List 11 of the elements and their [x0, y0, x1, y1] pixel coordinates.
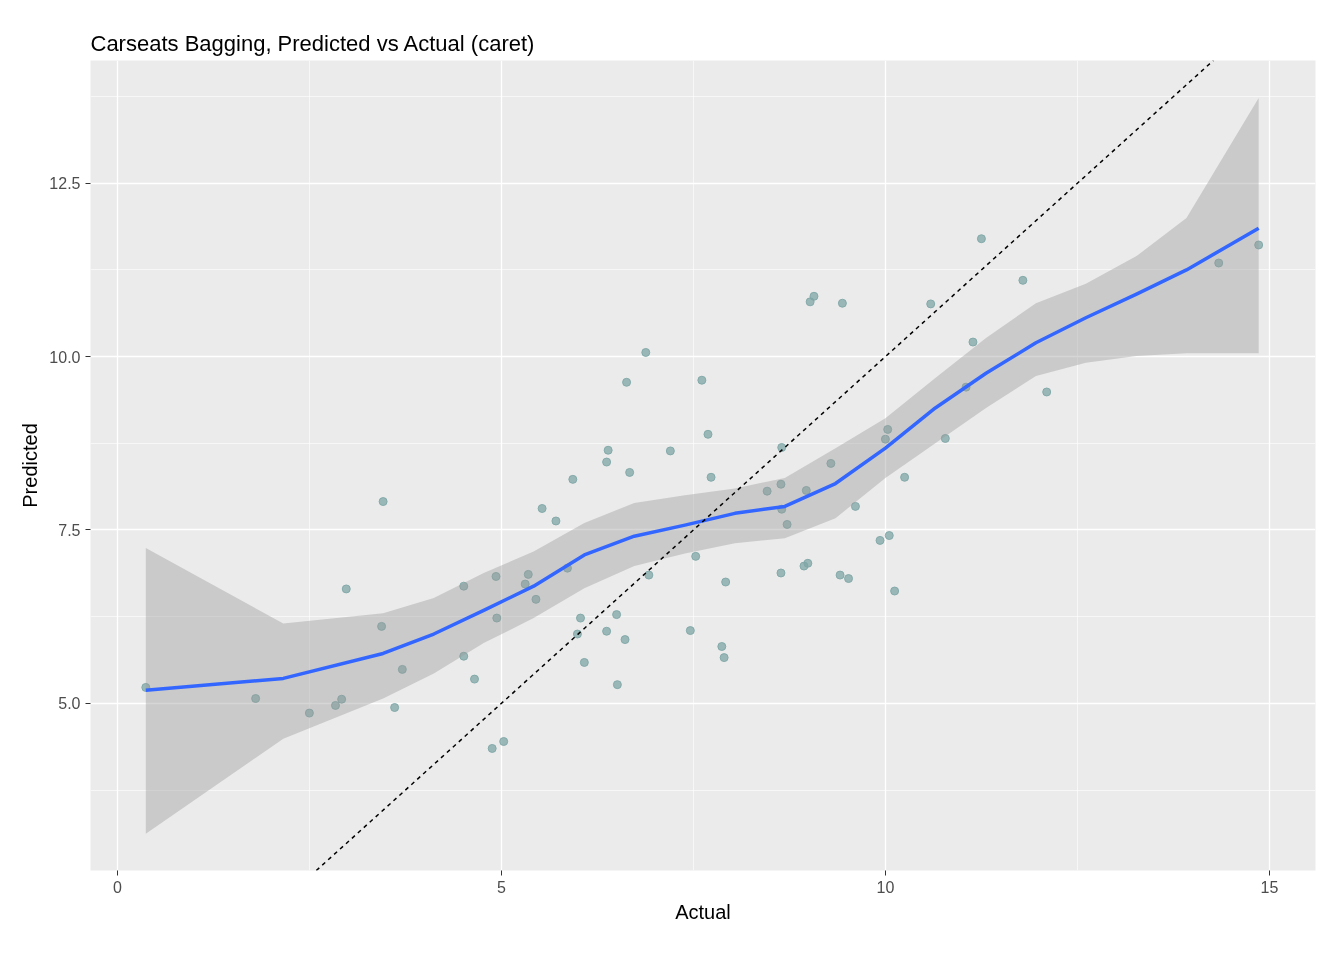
- x-tick-label: 5: [496, 878, 506, 896]
- y-axis-title: Predicted: [19, 423, 42, 508]
- y-tick-label: 12.5: [49, 175, 81, 193]
- x-tick-label: 10: [876, 878, 895, 896]
- x-tick-label: 0: [112, 878, 122, 896]
- chart-title: Carseats Bagging, Predicted vs Actual (caret): [90, 30, 535, 56]
- x-axis-title: Actual: [675, 900, 731, 923]
- x-tick-label: 15: [1260, 878, 1279, 896]
- y-tick-label: 10.0: [49, 348, 81, 366]
- y-tick-label: 7.5: [58, 521, 81, 539]
- y-tick-label: 5.0: [58, 695, 81, 713]
